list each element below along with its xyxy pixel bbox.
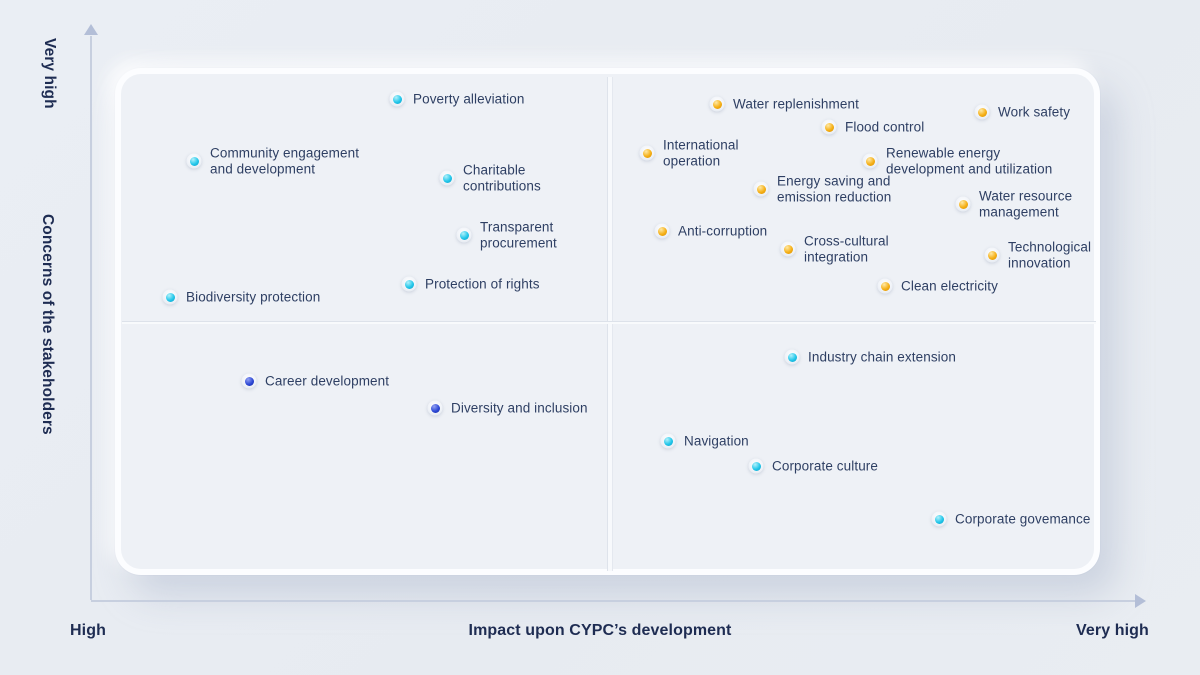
data-point-ball-icon xyxy=(657,226,667,236)
data-point-ball-icon xyxy=(244,376,254,386)
data-point-ball-icon xyxy=(756,184,766,194)
point-label: Anti-corruption xyxy=(678,223,768,239)
data-point xyxy=(427,400,443,416)
data-point xyxy=(955,196,971,212)
data-point-ball-icon xyxy=(751,461,761,471)
data-point xyxy=(784,349,800,365)
point-label: Clean electricity xyxy=(901,278,998,294)
data-point xyxy=(862,153,878,169)
point-label: Poverty alleviation xyxy=(413,91,525,107)
point-label: Flood control xyxy=(845,119,925,135)
data-point xyxy=(753,181,769,197)
data-point-ball-icon xyxy=(824,122,834,132)
x-axis-min-label: High xyxy=(70,622,106,639)
point-label: Protection of rights xyxy=(425,276,540,292)
data-point xyxy=(821,119,837,135)
data-point-ball-icon xyxy=(189,156,199,166)
data-point xyxy=(639,145,655,161)
data-point xyxy=(660,433,676,449)
data-point-ball-icon xyxy=(165,292,175,302)
y-axis-line xyxy=(90,36,92,600)
y-axis-title: Concerns of the stakeholders xyxy=(39,214,56,435)
data-point-ball-icon xyxy=(642,148,652,158)
quadrant-divider-horizontal xyxy=(122,322,1096,324)
point-label: Diversity and inclusion xyxy=(451,400,588,416)
point-label: Energy saving and emission reduction xyxy=(777,173,892,205)
data-point-ball-icon xyxy=(404,279,414,289)
data-point xyxy=(389,91,405,107)
data-point xyxy=(877,278,893,294)
point-label: Navigation xyxy=(684,433,749,449)
point-label: Water replenishment xyxy=(733,96,859,112)
data-point-ball-icon xyxy=(977,107,987,117)
x-axis-max-label: Very high xyxy=(1076,622,1149,639)
data-point-ball-icon xyxy=(787,352,797,362)
data-point xyxy=(186,153,202,169)
point-label: Cross-cultural integration xyxy=(804,233,889,265)
data-point-ball-icon xyxy=(442,173,452,183)
point-label: Community engagement and development xyxy=(210,145,360,177)
data-point-ball-icon xyxy=(663,436,673,446)
data-point xyxy=(974,104,990,120)
data-point xyxy=(984,247,1000,263)
point-label: Corporate govemance xyxy=(955,511,1091,527)
data-point-ball-icon xyxy=(958,199,968,209)
point-label: Biodiversity protection xyxy=(186,289,321,305)
x-axis-title: Impact upon CYPC’s development xyxy=(468,622,732,639)
x-axis-arrow-icon xyxy=(1135,594,1146,608)
point-label: Industry chain extension xyxy=(808,349,956,365)
data-point xyxy=(456,227,472,243)
data-point xyxy=(780,241,796,257)
point-label: Charitable contributions xyxy=(463,162,541,194)
point-label: Technological innovation xyxy=(1008,239,1092,271)
data-point xyxy=(162,289,178,305)
data-point xyxy=(654,223,670,239)
data-point xyxy=(241,373,257,389)
data-point-ball-icon xyxy=(430,403,440,413)
data-point xyxy=(401,276,417,292)
data-point xyxy=(931,511,947,527)
point-label: Water resource management xyxy=(979,188,1073,220)
data-point xyxy=(709,96,725,112)
data-point-ball-icon xyxy=(712,99,722,109)
data-point-ball-icon xyxy=(783,244,793,254)
data-point-ball-icon xyxy=(934,514,944,524)
point-label: Transparent procurement xyxy=(480,219,557,251)
data-point-ball-icon xyxy=(987,250,997,260)
point-label: Corporate culture xyxy=(772,458,879,474)
quadrant-divider-vertical xyxy=(608,77,612,571)
x-axis-line xyxy=(91,600,1137,602)
point-label: Career development xyxy=(265,373,390,389)
point-label: International operation xyxy=(663,137,739,169)
point-label: Renewable energy development and utiliza… xyxy=(886,145,1053,177)
data-point-ball-icon xyxy=(865,156,875,166)
point-label: Work safety xyxy=(998,104,1071,120)
data-point xyxy=(439,170,455,186)
data-point-ball-icon xyxy=(392,94,402,104)
data-point xyxy=(748,458,764,474)
y-axis-max-label: Very high xyxy=(41,38,58,109)
matrix-panel xyxy=(115,68,1100,575)
y-axis-arrow-icon xyxy=(84,24,98,35)
data-point-ball-icon xyxy=(880,281,890,291)
data-point-ball-icon xyxy=(459,230,469,240)
